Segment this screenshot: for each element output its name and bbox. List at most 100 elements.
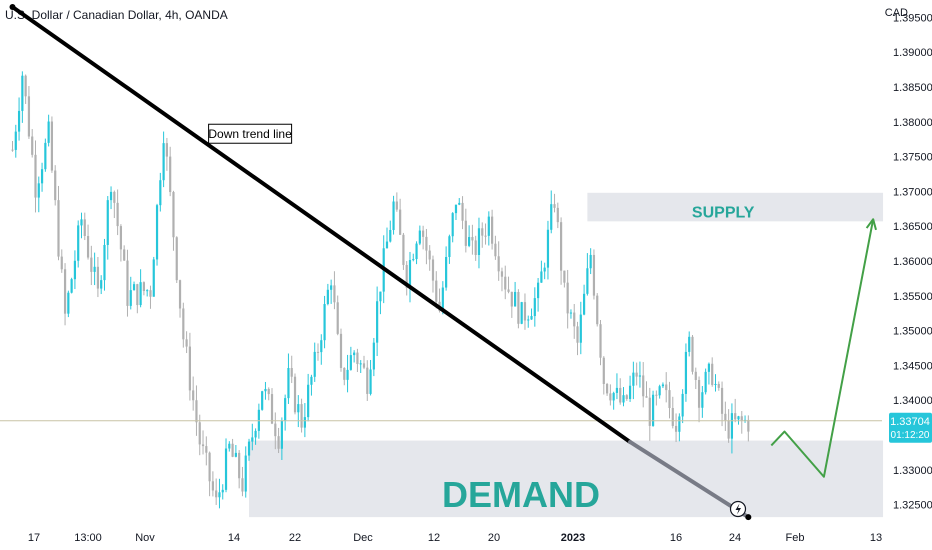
down-trend-line[interactable] <box>10 4 633 444</box>
candle-body <box>543 267 546 272</box>
candle-body <box>392 201 395 231</box>
candle-body <box>353 352 356 356</box>
candle-body <box>451 213 454 237</box>
candle-body <box>514 291 517 307</box>
last-price-tag: 1.33704 01:12:20 <box>889 412 932 443</box>
candle-body <box>172 192 175 238</box>
x-axis-tick-label: 2023 <box>561 532 585 544</box>
candle-body <box>37 183 40 198</box>
y-axis-tick-label: 1.35000 <box>893 326 932 338</box>
candle-body <box>665 384 668 391</box>
candle-body <box>491 216 494 244</box>
candle-body <box>632 372 635 386</box>
x-axis-tick-label: Feb <box>786 532 805 544</box>
candle-body <box>139 282 142 306</box>
candle-body <box>313 351 316 377</box>
candle-body <box>484 235 487 237</box>
candle-body <box>346 369 349 380</box>
bar-countdown: 01:12:20 <box>891 430 930 441</box>
demand-zone[interactable] <box>249 440 884 518</box>
candle-body <box>694 371 697 380</box>
candle-body <box>734 413 737 420</box>
candle-body <box>615 387 619 393</box>
candle-body <box>155 205 159 260</box>
candle-body <box>362 363 366 368</box>
y-axis-tick-label: 1.34000 <box>893 395 932 407</box>
candle-body <box>688 336 691 352</box>
candle-body <box>109 191 113 201</box>
candle-body <box>461 202 464 221</box>
y-axis-tick-label: 1.35500 <box>893 291 932 303</box>
candle-body <box>415 243 418 260</box>
candle-body <box>106 200 109 245</box>
candle-body <box>247 441 251 456</box>
candle-body <box>576 326 579 343</box>
projection-arrow[interactable] <box>770 219 875 478</box>
candle-body <box>287 368 290 399</box>
candle-body <box>563 270 566 283</box>
supply-zone[interactable] <box>587 192 884 222</box>
candle-body <box>612 392 615 401</box>
candle-body <box>487 216 490 236</box>
demand-label: DEMAND <box>442 474 600 515</box>
candle-body <box>307 384 310 418</box>
x-axis-tick-label: 16 <box>670 532 682 544</box>
candle-body <box>280 420 283 449</box>
candle-body <box>402 234 405 265</box>
candle-body <box>264 388 267 392</box>
candle-body <box>454 204 458 214</box>
candle-body <box>284 398 287 421</box>
candle-body <box>261 391 264 410</box>
candle-body <box>684 351 688 394</box>
candle-body <box>274 423 277 437</box>
candle-body <box>31 136 34 155</box>
candle-body <box>510 291 513 307</box>
trend-line-handle[interactable] <box>745 514 752 521</box>
candle-body <box>343 367 346 380</box>
candle-body <box>730 413 734 439</box>
candle-body <box>116 202 119 227</box>
candle-body <box>468 237 471 246</box>
candle-body <box>330 285 333 290</box>
y-axis-tick-label: 1.38000 <box>893 117 932 129</box>
candle-body <box>359 363 362 365</box>
candle-body <box>379 291 382 302</box>
candle-body <box>218 492 221 498</box>
candle-body <box>477 228 481 256</box>
candle-body <box>537 282 540 299</box>
candle-body <box>178 280 182 309</box>
y-axis-tick-label: 1.39000 <box>893 47 932 59</box>
candle-body <box>504 276 507 290</box>
trend-line-extension[interactable] <box>628 439 751 520</box>
candle-body <box>481 228 484 236</box>
candle-body <box>533 298 536 317</box>
candle-body <box>648 397 651 426</box>
x-axis-tick-label: 17 <box>28 532 40 544</box>
candle-body <box>399 209 402 235</box>
candle-body <box>372 342 375 370</box>
candle-body <box>142 282 145 292</box>
alert-flash-icon[interactable] <box>729 500 747 518</box>
candle-body <box>530 316 533 320</box>
candle-body <box>224 448 228 490</box>
candle-body <box>165 143 168 157</box>
candle-body <box>333 285 336 303</box>
trendline-annotation[interactable]: Down trend line <box>208 123 292 144</box>
candle-body <box>152 259 155 297</box>
candle-body <box>83 219 86 236</box>
candle-body <box>47 121 50 143</box>
candle-body <box>251 437 254 442</box>
supply-label: SUPPLY <box>692 204 755 221</box>
candle-body <box>234 452 237 457</box>
x-axis-tick-label: 14 <box>228 532 240 544</box>
candle-body <box>93 266 96 272</box>
candle-body <box>159 180 162 206</box>
candle-body <box>602 357 605 384</box>
trend-line-handle[interactable] <box>9 3 16 10</box>
y-axis-tick-label: 1.33000 <box>893 465 932 477</box>
candle-body <box>596 295 599 325</box>
y-axis-tick-label: 1.36000 <box>893 256 932 268</box>
candle-body <box>50 121 54 171</box>
